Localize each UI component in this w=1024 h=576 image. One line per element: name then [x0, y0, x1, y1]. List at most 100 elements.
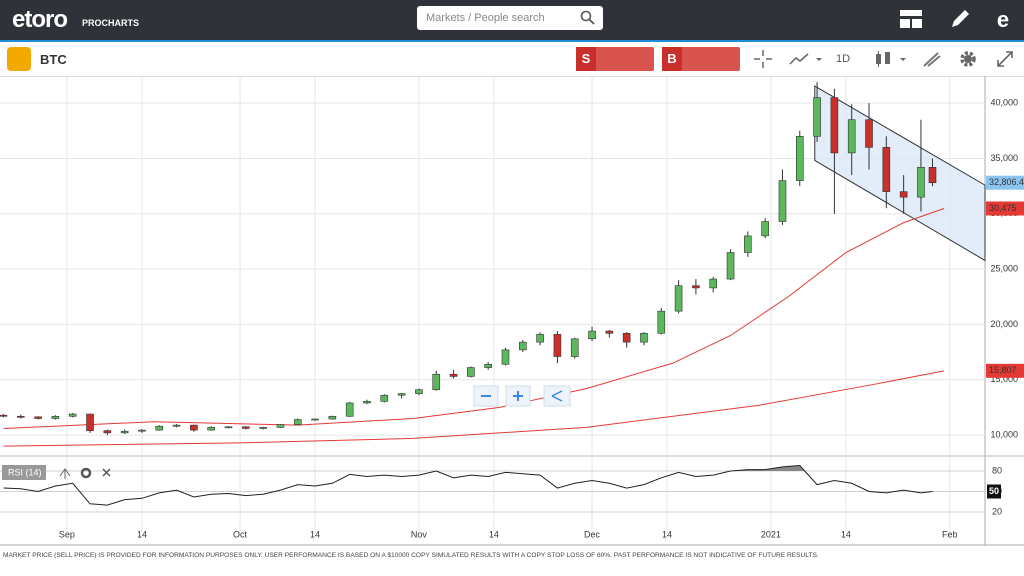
price-tag: [986, 363, 1024, 378]
candle-body: [917, 166, 925, 198]
zoom-in-icon: [513, 391, 523, 401]
candle-body: [380, 394, 389, 402]
sell-button[interactable]: S 32805.19: [576, 47, 654, 90]
moving-average: [3, 370, 945, 447]
share-icon: [551, 390, 563, 402]
crosshair-icon[interactable]: [752, 48, 774, 70]
candle-body: [622, 332, 631, 343]
x-tick-label: 2021: [761, 529, 781, 539]
candle-body: [744, 235, 752, 253]
candle-body: [86, 413, 94, 431]
logo[interactable]: etoro: [12, 6, 68, 33]
candle-body: [155, 425, 164, 431]
candle-body: [778, 180, 787, 222]
rsi-label: RSI (14): [8, 467, 42, 477]
candle-body: [51, 415, 60, 419]
buy-label: B: [662, 47, 682, 71]
candle-body: [726, 252, 735, 280]
candle-body: [928, 166, 937, 184]
search-box[interactable]: Markets / People search: [417, 6, 603, 30]
y-tick-label: 40,000: [990, 97, 1018, 107]
candle-body: [16, 415, 25, 418]
candle-body: [138, 429, 146, 432]
candle-body: [899, 191, 908, 198]
candle-body: [847, 119, 856, 154]
rsi-line: [3, 464, 933, 506]
edit-icon[interactable]: [948, 7, 972, 31]
share[interactable]: [543, 385, 571, 407]
y-tick-label: 35,000: [990, 153, 1018, 163]
candle-body: [397, 393, 406, 396]
candle-body: [795, 136, 804, 181]
y-tick-label: 25,000: [990, 263, 1018, 273]
candle-body: [103, 430, 112, 434]
rsi-tick-label: 20: [992, 506, 1002, 516]
symbol: BTC: [40, 52, 67, 67]
candle-body: [328, 415, 337, 420]
x-tick-label: Nov: [411, 529, 428, 539]
price-tag: [986, 201, 1024, 216]
disclaimer: MARKET PRICE (SELL PRICE) IS PROVIDED FO…: [3, 552, 819, 559]
sell-label: S: [576, 47, 596, 71]
candle-body: [34, 416, 42, 419]
candle-body: [830, 97, 839, 154]
sell-price: 32805.19: [576, 75, 631, 90]
draw-icon[interactable]: [922, 50, 942, 68]
profile-icon[interactable]: e: [990, 6, 1016, 32]
candle-body: [553, 334, 562, 357]
search-icon[interactable]: [580, 10, 596, 26]
price-tag-label: 30,475: [989, 203, 1017, 213]
candle-body: [813, 97, 821, 137]
y-tick-label: 15,000: [990, 374, 1018, 384]
rsi-tag: [987, 484, 1001, 499]
rsi-tick-label: 80: [992, 465, 1002, 475]
rsi-close-icon[interactable]: [102, 468, 111, 477]
candle-icon[interactable]: [872, 49, 910, 69]
candle-body: [709, 278, 718, 289]
candle-body: [68, 413, 77, 417]
candle-body: [311, 418, 319, 421]
candle-body: [207, 427, 215, 431]
candle-body: [190, 424, 198, 431]
candle-body: [242, 426, 250, 429]
price-tag: [986, 175, 1024, 190]
chart-type-icon[interactable]: [788, 50, 824, 68]
x-tick-label: Sep: [59, 529, 75, 539]
candle-body: [761, 221, 769, 237]
candle-body: [657, 310, 666, 334]
x-tick-label: 14: [137, 529, 147, 539]
price-tag-label: 15,807: [989, 365, 1017, 375]
candle-body: [224, 426, 233, 429]
interval[interactable]: 1D: [836, 53, 851, 65]
rsi-up-icon[interactable]: [59, 468, 71, 479]
candle-body: [605, 330, 614, 334]
candle-body: [882, 147, 891, 192]
x-tick-label: Oct: [233, 529, 248, 539]
candle-body: [172, 424, 181, 427]
candle-body: [120, 430, 129, 434]
buy-price: 33052.11: [662, 75, 716, 90]
fullscreen-icon[interactable]: [996, 50, 1014, 68]
layout-icon[interactable]: [898, 8, 924, 30]
candle-body: [484, 363, 492, 368]
x-tick-label: 14: [489, 529, 499, 539]
x-tick-label: Dec: [584, 529, 601, 539]
x-tick-label: 14: [662, 529, 672, 539]
buy-button[interactable]: B 33052.11: [662, 47, 740, 90]
candle-body: [259, 427, 267, 429]
candle-body: [293, 419, 302, 425]
logo-sub: PROCHARTS: [82, 18, 140, 28]
candle-body: [432, 373, 441, 391]
x-tick-label: 14: [841, 529, 851, 539]
y-tick-label: 20,000: [990, 319, 1018, 329]
candle-body: [501, 349, 510, 365]
top-bar: etoro PROCHARTS Markets / People search …: [0, 0, 1024, 42]
candle-body: [518, 341, 527, 351]
rsi-label-box[interactable]: [2, 465, 46, 480]
channel: [814, 85, 986, 262]
candle-body: [536, 334, 544, 343]
candle-body: [276, 424, 285, 428]
rsi-settings-icon[interactable]: [80, 467, 92, 479]
settings-icon[interactable]: [958, 49, 978, 69]
candle-body: [415, 389, 423, 394]
